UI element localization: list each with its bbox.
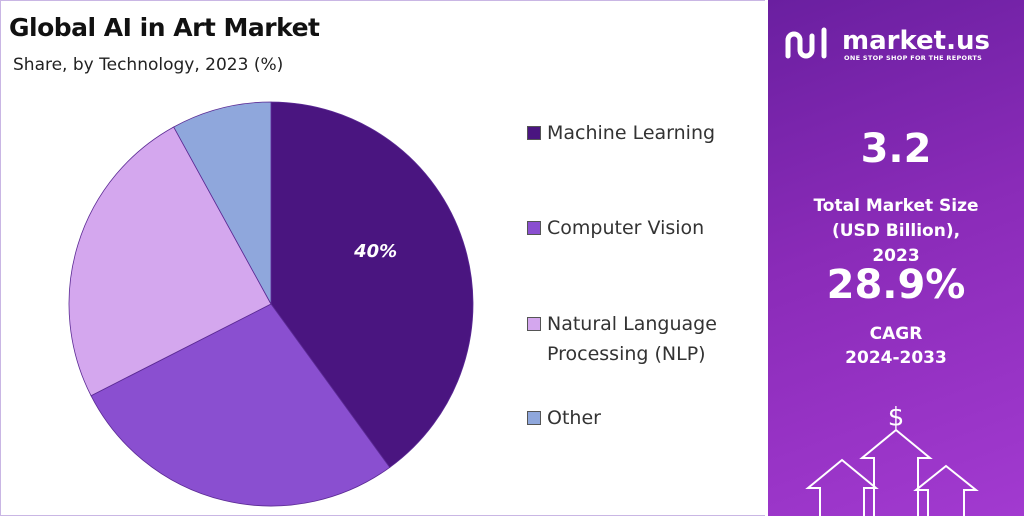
legend-item: Other (527, 403, 757, 433)
market-size-label: Total Market Size (USD Billion), 2023 (813, 196, 979, 266)
legend-swatch (527, 411, 541, 425)
legend-item: Computer Vision (527, 213, 757, 243)
legend-item: Natural Language Processing (NLP) (527, 309, 757, 369)
market-size: 3.2 (860, 126, 932, 172)
pie-slice (270, 101, 474, 468)
pie-slice (173, 101, 272, 305)
legend-item: Machine Learning (527, 118, 757, 148)
data-label: 40% (353, 241, 397, 262)
chart-subtitle: Share, by Technology, 2023 (%) (13, 55, 284, 75)
cagr-period: 2024-2033 (845, 348, 947, 368)
pie-slice (90, 303, 391, 507)
legend-label: Computer Vision (547, 217, 705, 239)
legend-swatch (527, 317, 541, 331)
decoration: $ (785, 27, 979, 516)
chart-area: Global AI in Art Market Share, by Techno… (0, 0, 765, 516)
cagr-label: CAGR (869, 324, 923, 344)
legend-label: Natural Language Processing (NLP) (547, 313, 717, 365)
legend-swatch (527, 126, 541, 140)
pie-slice (68, 126, 272, 397)
summary-panel: $ market.us ONE STOP SHOP FOR THE REPORT… (768, 0, 1024, 516)
arrows-icon (805, 428, 979, 516)
brand: market.us (842, 26, 990, 56)
cagr-value: 28.9% (826, 262, 966, 308)
tagline: ONE STOP SHOP FOR THE REPORTS (844, 54, 983, 62)
chart-title: Global AI in Art Market (9, 13, 320, 42)
logo-icon (785, 27, 827, 59)
dollar-icon: $ (888, 403, 905, 433)
legend-label: Machine Learning (547, 122, 716, 144)
pie-chart: 40% (68, 101, 474, 507)
legend-label: Other (547, 407, 601, 429)
legend-swatch (527, 221, 541, 235)
